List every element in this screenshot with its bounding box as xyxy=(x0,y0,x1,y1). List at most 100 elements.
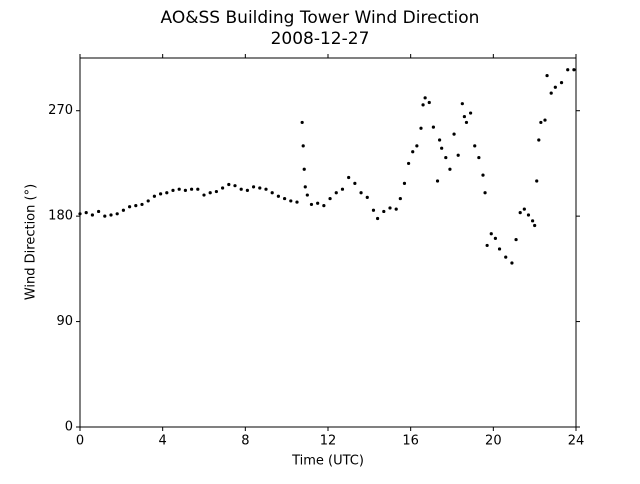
data-point xyxy=(543,118,547,122)
data-point xyxy=(510,261,514,265)
data-point xyxy=(481,173,485,177)
x-tick-label: 0 xyxy=(76,434,84,449)
data-point xyxy=(316,201,320,205)
data-point xyxy=(559,81,564,85)
data-point xyxy=(97,209,101,214)
data-point xyxy=(522,207,526,211)
data-point xyxy=(545,73,549,78)
data-point xyxy=(300,120,304,125)
data-point xyxy=(78,212,82,216)
data-point xyxy=(90,213,94,217)
data-point xyxy=(452,132,456,136)
data-point xyxy=(159,192,163,196)
data-point xyxy=(535,179,539,183)
data-point xyxy=(353,181,357,185)
data-point xyxy=(171,188,175,192)
data-point xyxy=(497,247,502,251)
data-point xyxy=(514,237,518,242)
data-point xyxy=(103,214,107,218)
data-point xyxy=(134,204,138,208)
data-point xyxy=(365,195,369,199)
data-point xyxy=(388,206,392,210)
y-tick-label: 270 xyxy=(48,103,73,118)
data-point xyxy=(233,184,237,188)
data-point xyxy=(177,187,181,191)
data-point xyxy=(109,213,113,217)
data-point xyxy=(305,193,309,197)
chart-title: AO&SS Building Tower Wind Direction xyxy=(161,8,480,28)
data-point xyxy=(359,191,363,195)
data-point xyxy=(252,185,256,189)
plot-frame xyxy=(79,57,577,428)
data-point xyxy=(483,191,487,195)
data-point xyxy=(469,111,473,115)
data-point xyxy=(190,187,194,191)
data-point xyxy=(322,204,326,208)
data-point xyxy=(572,68,576,72)
data-point xyxy=(121,208,125,212)
data-point xyxy=(382,209,386,214)
y-axis-label: Wind Direction (°) xyxy=(24,184,39,300)
data-point xyxy=(258,186,262,190)
data-point xyxy=(489,232,493,236)
data-point xyxy=(340,187,345,191)
data-point xyxy=(553,85,557,89)
data-point xyxy=(328,196,332,201)
chart-subtitle: 2008-12-27 xyxy=(271,29,370,49)
data-point xyxy=(415,144,419,148)
data-point xyxy=(398,196,402,201)
data-point xyxy=(438,138,442,142)
x-tick-label: 8 xyxy=(241,434,249,449)
data-point xyxy=(334,191,338,195)
data-point xyxy=(456,153,460,157)
data-point xyxy=(208,191,212,195)
data-point xyxy=(448,167,452,171)
data-point xyxy=(473,144,477,148)
data-point xyxy=(303,185,307,189)
data-point xyxy=(423,96,427,100)
x-tick-label: 24 xyxy=(568,434,585,449)
data-point xyxy=(214,189,218,194)
data-point xyxy=(504,255,508,259)
data-point xyxy=(264,187,268,191)
data-point xyxy=(245,188,249,192)
data-point xyxy=(440,146,444,150)
data-point xyxy=(435,179,440,183)
data-point xyxy=(421,103,425,107)
y-tick-label: 90 xyxy=(56,314,73,329)
data-point xyxy=(549,91,553,95)
data-point xyxy=(518,211,522,215)
data-point xyxy=(411,150,415,154)
data-point xyxy=(289,199,293,203)
data-point xyxy=(477,155,481,160)
data-point xyxy=(407,161,411,166)
data-point xyxy=(464,120,469,125)
data-point xyxy=(427,100,431,105)
y-tick-label: 180 xyxy=(48,209,73,224)
data-point xyxy=(301,144,305,148)
data-point xyxy=(493,236,497,240)
data-point xyxy=(376,216,380,221)
data-point xyxy=(394,207,398,211)
data-point xyxy=(419,126,423,130)
x-tick-label: 16 xyxy=(402,434,419,449)
data-point xyxy=(539,120,543,125)
data-point xyxy=(309,202,314,207)
data-point xyxy=(566,68,570,72)
data-point xyxy=(227,182,231,187)
data-point xyxy=(196,187,200,191)
data-point xyxy=(146,199,150,203)
data-point xyxy=(537,138,541,142)
data-point xyxy=(115,212,119,216)
data-point xyxy=(202,193,206,197)
data-point xyxy=(531,219,535,223)
data-point xyxy=(526,213,531,217)
data-point xyxy=(239,187,243,191)
data-point xyxy=(347,175,351,180)
data-point xyxy=(402,181,407,185)
data-point xyxy=(431,125,435,129)
data-point xyxy=(165,191,169,195)
data-point xyxy=(128,205,132,209)
data-point xyxy=(270,191,274,195)
data-point xyxy=(140,202,144,207)
